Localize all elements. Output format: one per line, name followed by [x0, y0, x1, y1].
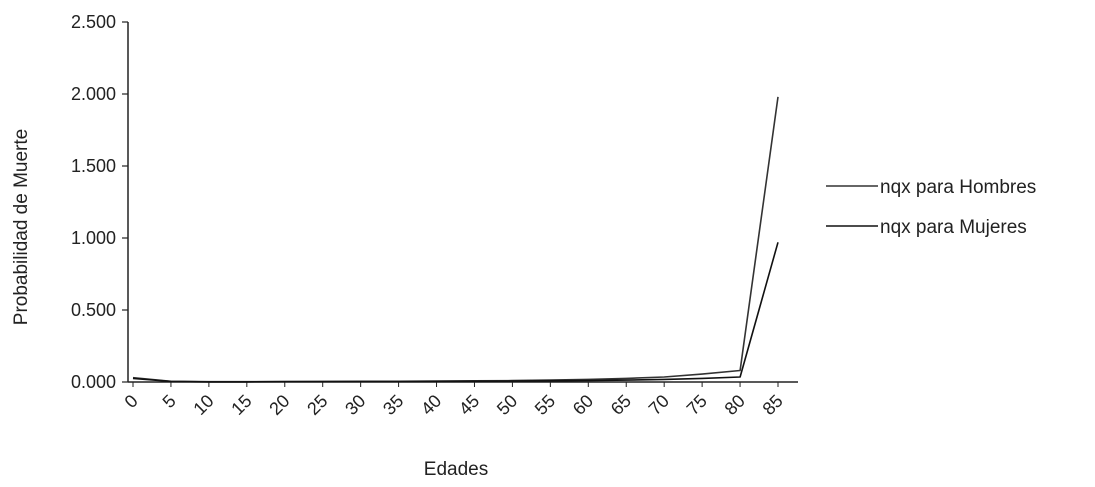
x-tick-label: 75 — [683, 391, 711, 419]
x-tick-label: 80 — [721, 391, 749, 419]
y-axis-ticks: 0.000 0.500 1.000 1.500 2.000 2.500 — [71, 12, 128, 392]
x-tick-label: 60 — [569, 391, 597, 419]
y-tick-label: 1.500 — [71, 156, 116, 176]
legend: nqx para Hombres nqx para Mujeres — [826, 177, 1036, 238]
x-tick-label: 15 — [227, 391, 255, 419]
x-tick-label: 10 — [189, 391, 217, 419]
series-line-0 — [132, 96, 779, 383]
x-tick-label: 25 — [303, 391, 331, 419]
x-tick-label: 85 — [759, 391, 787, 419]
x-tick-label: 40 — [417, 391, 445, 419]
x-tick-label: 65 — [607, 391, 635, 419]
x-tick-label: 20 — [265, 391, 293, 419]
plot-area: 0.000 0.500 1.000 1.500 2.000 2.500 0 5 10 15 20 2… — [71, 12, 798, 419]
y-axis-title: Probabilidad de Muerte — [11, 129, 32, 325]
x-tick-label: 45 — [455, 391, 483, 419]
legend-label-0: nqx para Hombres — [880, 177, 1036, 198]
x-tick-label: 50 — [493, 391, 521, 419]
x-axis-title: Edades — [424, 459, 488, 480]
x-tick-label: 5 — [159, 391, 180, 412]
x-tick-label: 70 — [645, 391, 673, 419]
series-line-1 — [132, 242, 779, 383]
x-axis-ticks: 0 5 10 15 20 25 30 35 40 45 50 55 60 65 70 75 80 85 — [121, 382, 787, 419]
y-tick-label: 2.500 — [71, 12, 116, 32]
y-tick-label: 0.500 — [71, 300, 116, 320]
y-tick-label: 1.000 — [71, 228, 116, 248]
y-tick-label: 0.000 — [71, 372, 116, 392]
legend-label-1: nqx para Mujeres — [880, 217, 1027, 238]
x-tick-label: 35 — [379, 391, 407, 419]
x-tick-label: 55 — [531, 391, 559, 419]
series-lines — [132, 96, 779, 383]
x-tick-label: 30 — [341, 391, 369, 419]
y-tick-label: 2.000 — [71, 84, 116, 104]
x-tick-label: 0 — [121, 391, 142, 412]
